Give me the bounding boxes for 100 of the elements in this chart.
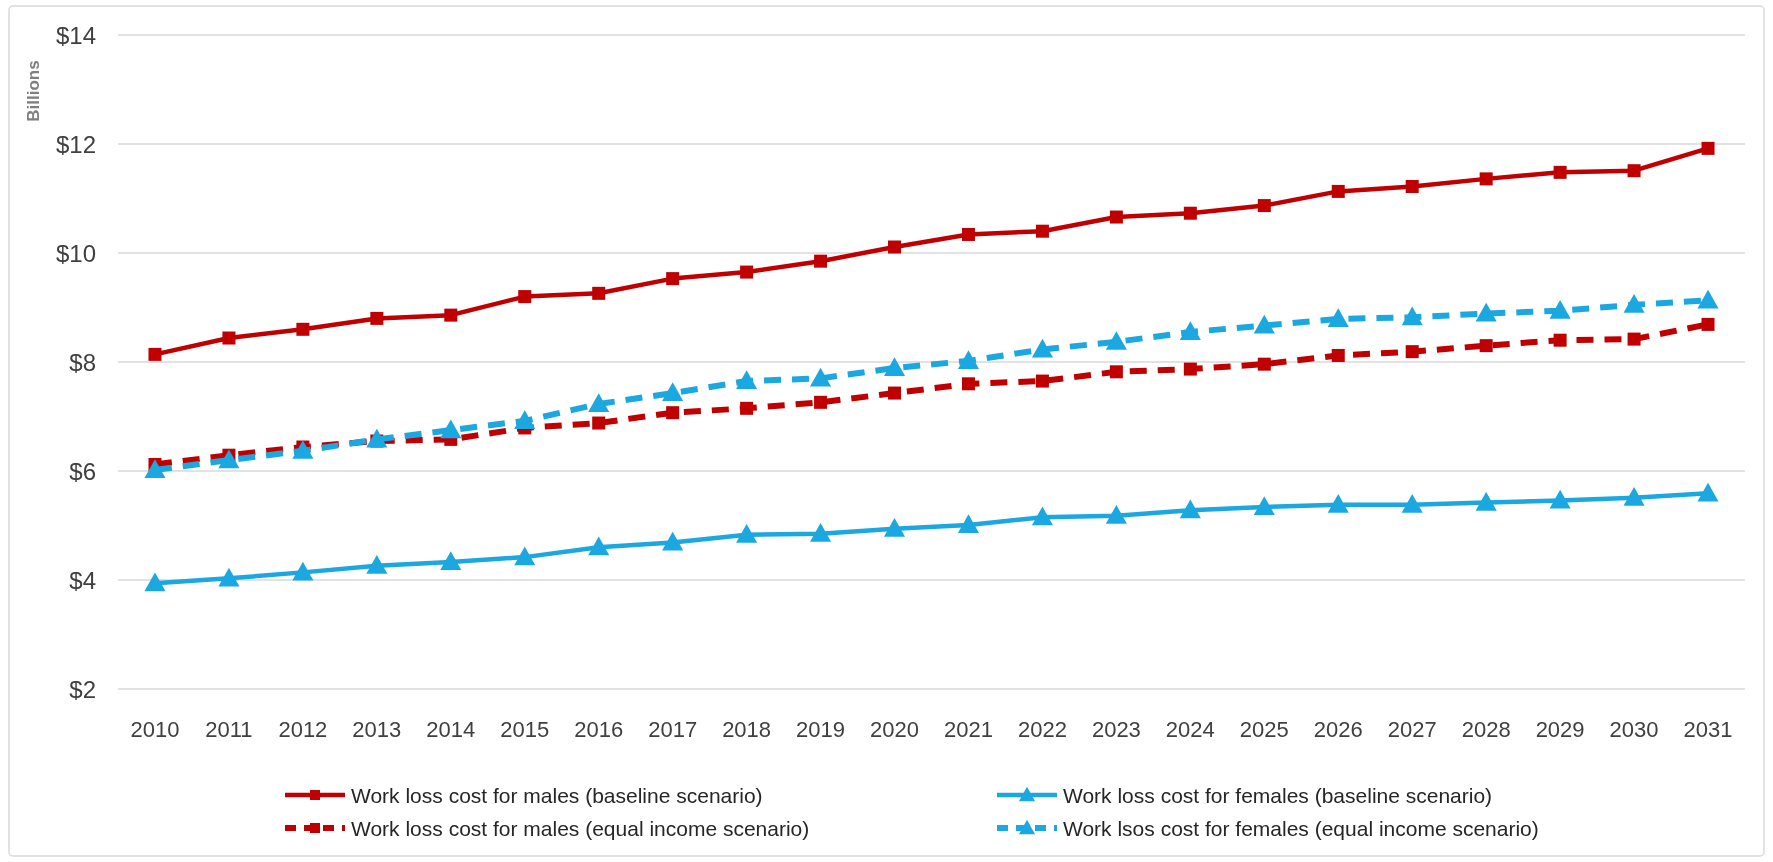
x-tick-label: 2024	[1165, 717, 1215, 742]
point	[1035, 224, 1049, 238]
y-tick-label: $4	[69, 566, 96, 594]
point	[514, 546, 536, 566]
legend-label: Work loss cost for females (baseline scenario)	[1063, 783, 1493, 807]
point	[888, 240, 902, 254]
point	[1549, 489, 1571, 509]
x-tick-label: 2011	[205, 717, 253, 742]
point	[592, 416, 606, 430]
point	[1031, 338, 1053, 358]
x-tick-label: 2012	[278, 717, 328, 742]
point	[1183, 206, 1197, 220]
y-tick-label: $6	[69, 457, 96, 485]
y-tick-label: $10	[55, 239, 96, 267]
point	[1553, 333, 1567, 347]
point	[218, 449, 240, 469]
x-tick-label: 2014	[426, 717, 476, 742]
x-tick-label: 2031	[1683, 717, 1733, 742]
y-tick-label: $2	[69, 675, 96, 703]
point	[1331, 348, 1345, 362]
point	[1627, 332, 1641, 346]
x-tick-label: 2021	[944, 717, 993, 742]
point	[1109, 210, 1123, 224]
x-tick-label: 2023	[1091, 717, 1141, 742]
point	[662, 531, 684, 551]
point	[1697, 289, 1719, 309]
point	[296, 322, 310, 336]
point	[148, 347, 162, 361]
point	[1475, 302, 1497, 322]
point	[1327, 494, 1349, 513]
point	[1183, 362, 1197, 376]
point	[440, 419, 462, 439]
point	[957, 514, 980, 533]
point	[1257, 357, 1271, 371]
point	[1479, 172, 1493, 186]
point	[218, 567, 240, 587]
x-tick-label: 2018	[722, 717, 772, 742]
point	[292, 561, 314, 581]
point	[514, 410, 536, 429]
point	[1549, 300, 1571, 319]
point	[1479, 339, 1493, 353]
point	[1331, 184, 1345, 198]
point	[810, 522, 832, 542]
point	[1253, 314, 1275, 334]
point	[740, 265, 754, 279]
point	[588, 536, 610, 556]
x-tick-label: 2026	[1313, 717, 1363, 742]
point	[666, 272, 680, 286]
point	[1327, 308, 1349, 327]
point	[1179, 499, 1201, 519]
point	[1405, 180, 1419, 194]
legend-label: Work loss cost for males (equal income scenario)	[351, 816, 810, 840]
point	[144, 572, 166, 592]
point	[1109, 365, 1123, 379]
point	[1401, 306, 1423, 326]
point	[1701, 141, 1715, 155]
x-tick-label: 2029	[1535, 717, 1585, 742]
point	[888, 386, 902, 400]
point	[1701, 317, 1715, 331]
point	[1697, 482, 1719, 502]
point	[883, 518, 906, 537]
y-axis-title: Billions	[23, 60, 43, 122]
point	[961, 377, 975, 391]
x-tick-label: 2016	[574, 717, 624, 742]
point	[1475, 491, 1497, 511]
point	[1627, 164, 1641, 178]
x-tick-label: 2020	[870, 717, 919, 742]
x-tick-label: 2015	[500, 717, 550, 742]
point	[666, 406, 680, 420]
point	[814, 254, 828, 268]
point	[1623, 294, 1645, 313]
x-tick-label: 2030	[1609, 717, 1659, 742]
point	[1253, 496, 1275, 515]
point	[292, 440, 314, 459]
point	[736, 370, 758, 390]
x-tick-label: 2025	[1239, 717, 1289, 742]
x-tick-label: 2010	[130, 717, 180, 742]
x-tick-label: 2017	[648, 717, 698, 742]
point	[518, 290, 532, 304]
point	[366, 428, 388, 448]
point	[1401, 494, 1423, 513]
point	[1405, 345, 1419, 359]
point	[222, 331, 236, 345]
point	[440, 551, 462, 571]
point	[1553, 165, 1567, 179]
point	[144, 459, 166, 478]
x-tick-label: 2019	[796, 717, 846, 742]
point	[366, 555, 388, 574]
point	[444, 308, 458, 322]
point	[1105, 331, 1127, 350]
point	[592, 286, 606, 300]
y-tick-label: $8	[69, 348, 96, 376]
y-tick-label: $14	[55, 21, 96, 49]
point	[588, 393, 610, 412]
point	[1105, 504, 1127, 524]
point	[883, 357, 906, 377]
legend-label: Work loss cost for males (baseline scenario)	[351, 783, 763, 807]
point	[1035, 374, 1049, 388]
point	[810, 367, 832, 387]
point	[740, 401, 754, 415]
